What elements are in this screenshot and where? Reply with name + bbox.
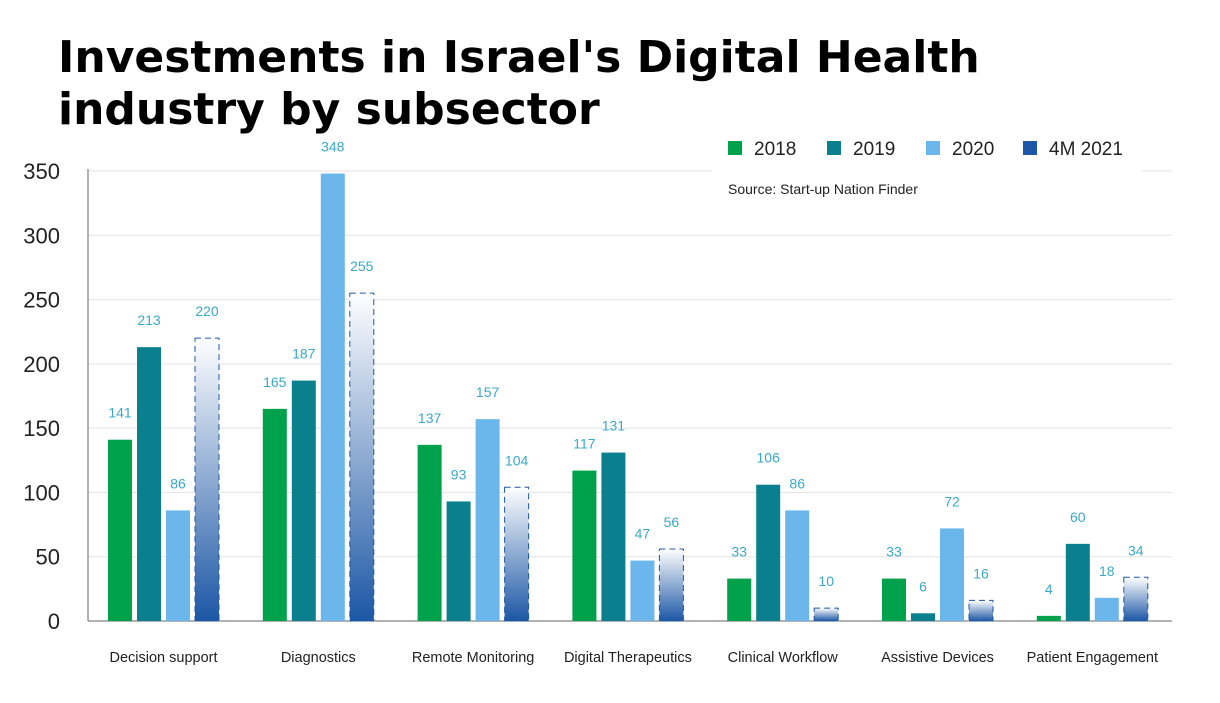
bar-patient-engagement-2019 — [1065, 543, 1090, 621]
y-tick-label-0: 0 — [48, 609, 60, 634]
data-label-patient-engagement-2018: 4 — [1045, 581, 1053, 597]
data-label-clinical-workflow-2019: 106 — [757, 450, 781, 466]
data-label-patient-engagement-2020: 18 — [1099, 563, 1115, 579]
data-label-assistive-devices-2018: 33 — [886, 544, 902, 560]
data-label-diagnostics-2018: 165 — [263, 374, 287, 390]
bar-remote-monitoring-2018 — [417, 444, 442, 621]
data-label-digital-therapeutics-2019: 131 — [602, 418, 626, 434]
bar-diagnostics-2018 — [262, 408, 287, 621]
bar-decision-support-4m-2021 — [194, 337, 220, 622]
legend-label-2020: 2020 — [952, 139, 994, 160]
y-axis-ticks: 0 50 100 150 200 250 300 350 — [23, 159, 60, 634]
x-tick-label-patient-engagement: Patient Engagement — [1027, 650, 1158, 666]
y-tick-label-300: 300 — [23, 223, 60, 248]
bar-digital-therapeutics-2019 — [601, 452, 626, 621]
y-tick-label-100: 100 — [23, 480, 60, 505]
data-label-clinical-workflow-2020: 86 — [789, 475, 805, 491]
data-label-remote-monitoring-4m-2021: 104 — [505, 452, 529, 468]
data-label-digital-therapeutics-2020: 47 — [635, 526, 651, 542]
bar-assistive-devices-2018 — [882, 578, 906, 621]
bar-remote-monitoring-2019 — [446, 501, 471, 621]
bar-diagnostics-4m-2021 — [349, 292, 375, 622]
chart-title: Investments in Israel's Digital Health i… — [58, 32, 980, 135]
legend-swatch-2020 — [926, 141, 940, 155]
data-label-digital-therapeutics-4m-2021: 56 — [664, 514, 680, 530]
bar-digital-therapeutics-4m-2021 — [658, 548, 684, 622]
legend-label-2019: 2019 — [853, 139, 895, 160]
bar-clinical-workflow-2018 — [727, 578, 752, 621]
x-tick-label-diagnostics: Diagnostics — [281, 650, 356, 666]
bar-diagnostics-2020 — [320, 173, 345, 622]
legend-label-4m-2021: 4M 2021 — [1049, 139, 1123, 160]
data-label-remote-monitoring-2019: 93 — [451, 466, 467, 482]
y-tick-label-200: 200 — [23, 352, 60, 377]
data-label-diagnostics-2019: 187 — [292, 346, 316, 362]
y-tick-label-250: 250 — [23, 288, 60, 313]
bar-decision-support-2020 — [166, 510, 190, 621]
bar-patient-engagement-2018 — [1036, 615, 1061, 621]
legend: 2018 2019 2020 4M 2021 — [712, 126, 1142, 206]
data-label-assistive-devices-2020: 72 — [944, 493, 960, 509]
data-labels: 1412138622016518734825513793157104117131… — [108, 139, 1143, 597]
data-label-digital-therapeutics-2018: 117 — [573, 436, 596, 452]
data-label-clinical-workflow-2018: 33 — [731, 544, 747, 560]
bar-digital-therapeutics-2020 — [630, 560, 655, 621]
bar-clinical-workflow-2019 — [756, 484, 781, 621]
source-note: Source: Start-up Nation Finder — [728, 181, 918, 197]
bar-decision-support-2019 — [137, 347, 161, 621]
legend-swatch-2018 — [728, 141, 742, 155]
bar-decision-support-2018 — [108, 439, 132, 621]
bar-assistive-devices-4m-2021 — [968, 599, 994, 622]
x-tick-label-digital-therapeutics: Digital Therapeutics — [564, 650, 692, 666]
bar-digital-therapeutics-2018 — [572, 470, 597, 621]
x-tick-label-assistive-devices: Assistive Devices — [881, 650, 994, 666]
bars — [108, 173, 1149, 622]
data-label-remote-monitoring-2020: 157 — [476, 384, 500, 400]
legend-swatch-4m-2021 — [1023, 141, 1037, 155]
grid-lines — [87, 169, 1172, 622]
data-label-patient-engagement-4m-2021: 34 — [1128, 542, 1144, 558]
data-label-assistive-devices-2019: 6 — [919, 578, 927, 594]
bar-clinical-workflow-4m-2021 — [813, 607, 839, 622]
bar-diagnostics-2019 — [291, 380, 316, 621]
x-tick-label-remote-monitoring: Remote Monitoring — [412, 650, 535, 666]
bar-remote-monitoring-4m-2021 — [504, 486, 530, 622]
data-label-decision-support-2020: 86 — [170, 475, 186, 491]
data-label-decision-support-4m-2021: 220 — [195, 303, 219, 319]
legend-swatch-2019 — [827, 141, 841, 155]
data-label-decision-support-2019: 213 — [137, 312, 161, 328]
data-label-clinical-workflow-4m-2021: 10 — [818, 573, 834, 589]
bar-assistive-devices-2019 — [911, 613, 935, 621]
x-tick-label-clinical-workflow: Clinical Workflow — [728, 650, 839, 666]
bar-remote-monitoring-2020 — [475, 419, 500, 621]
data-label-remote-monitoring-2018: 137 — [418, 410, 442, 426]
x-tick-label-decision-support: Decision support — [110, 650, 218, 666]
bar-patient-engagement-4m-2021 — [1123, 576, 1149, 622]
data-label-diagnostics-2020: 348 — [321, 139, 345, 155]
x-axis-ticks: Decision support Diagnostics Remote Monito… — [110, 650, 1159, 666]
legend-background — [712, 126, 1142, 206]
data-label-decision-support-2018: 141 — [108, 405, 132, 421]
y-tick-label-50: 50 — [36, 545, 60, 570]
legend-label-2018: 2018 — [754, 139, 796, 160]
data-label-patient-engagement-2019: 60 — [1070, 509, 1086, 525]
bar-assistive-devices-2020 — [940, 528, 964, 621]
data-label-assistive-devices-4m-2021: 16 — [973, 565, 989, 581]
bar-patient-engagement-2020 — [1094, 597, 1119, 621]
data-label-diagnostics-4m-2021: 255 — [350, 258, 374, 274]
y-tick-label-350: 350 — [23, 159, 60, 184]
y-tick-label-150: 150 — [23, 416, 60, 441]
bar-clinical-workflow-2020 — [785, 510, 810, 621]
